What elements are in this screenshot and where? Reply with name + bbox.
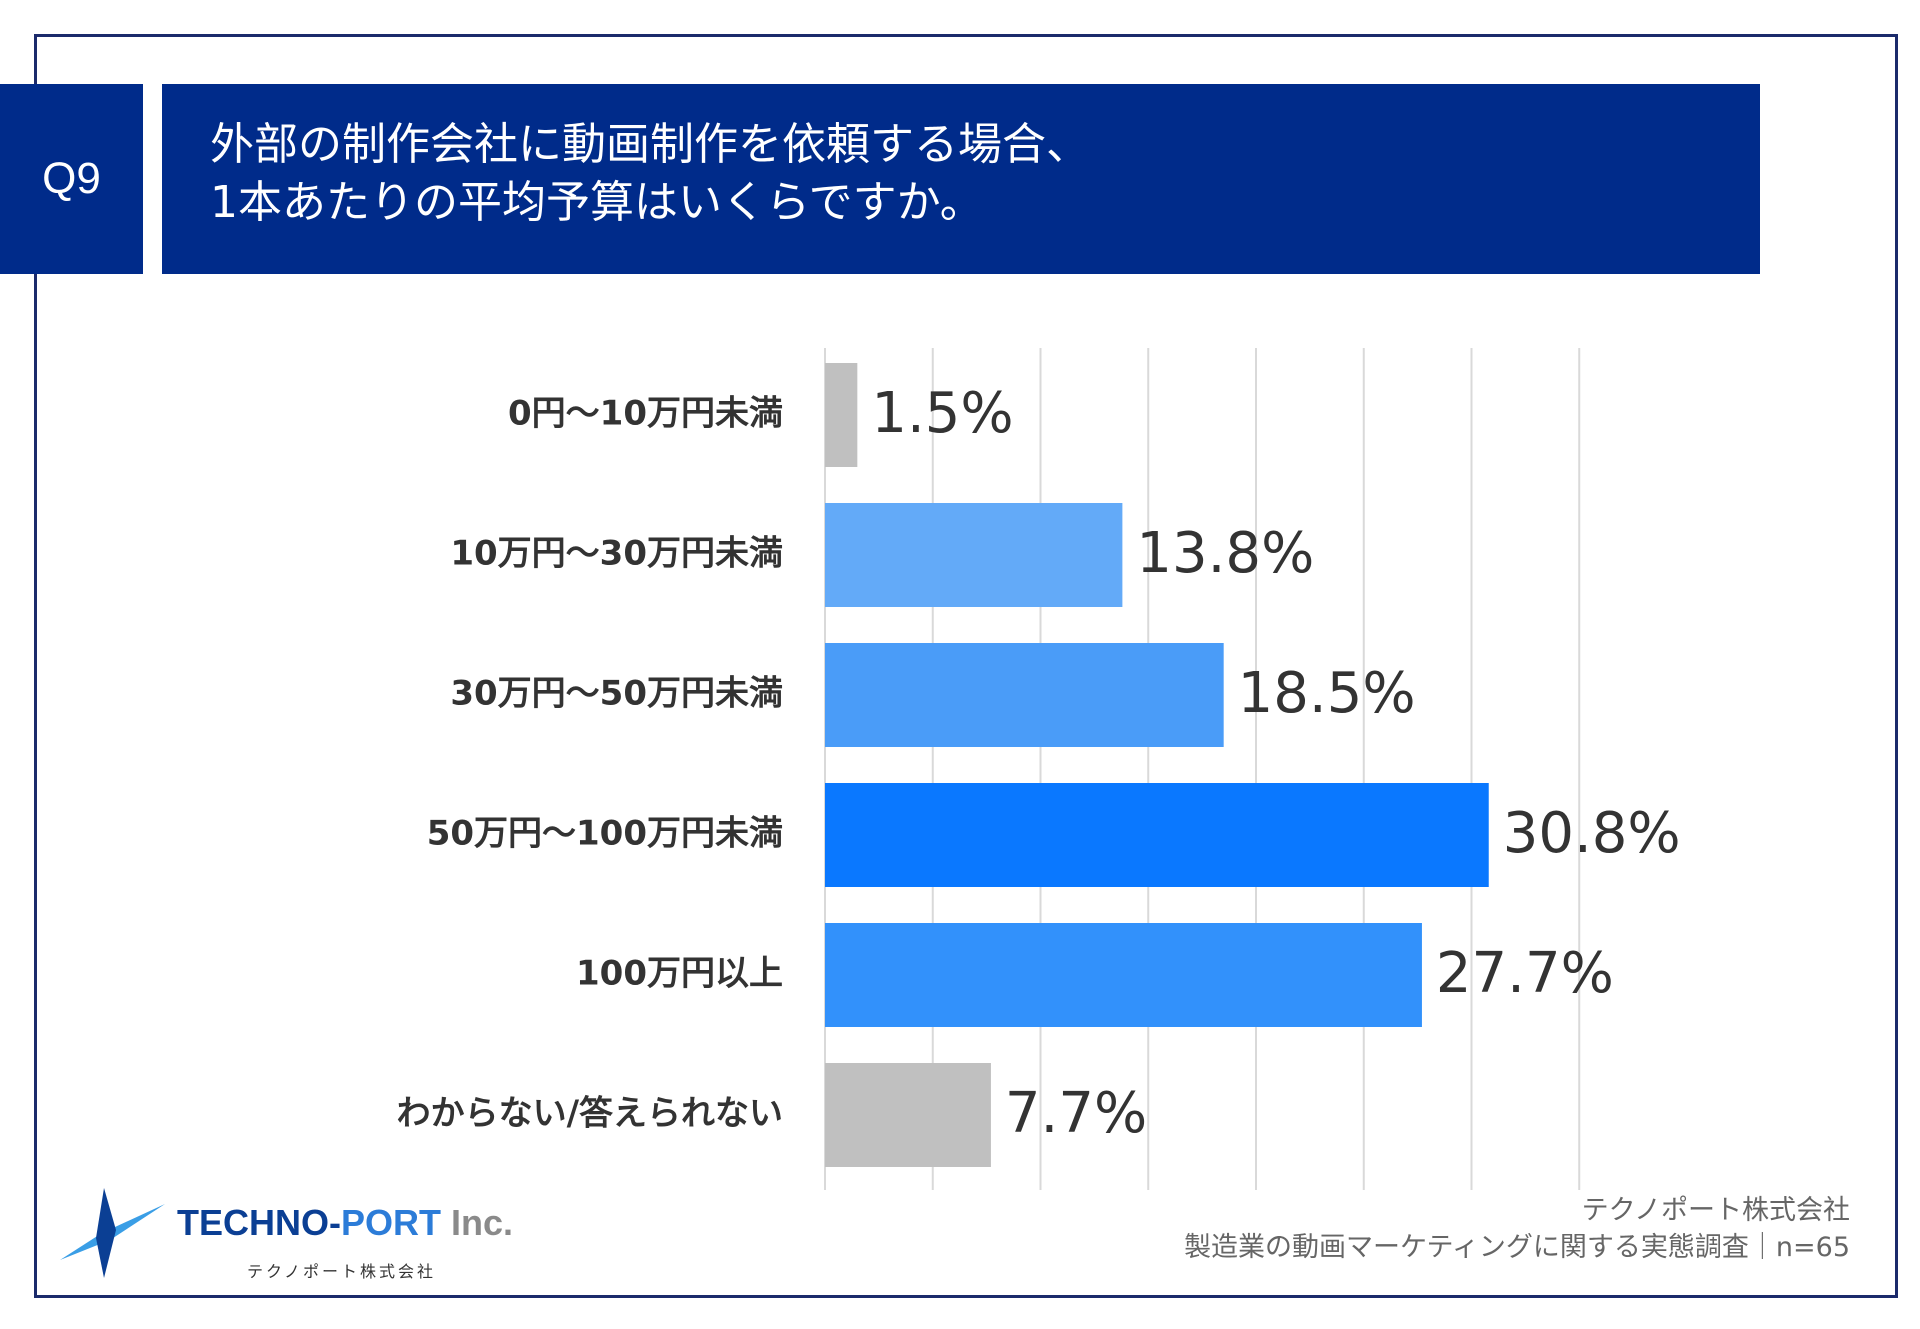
logo-subtitle: テクノポート株式会社	[247, 1262, 437, 1281]
footer-note: テクノポート株式会社 製造業の動画マーケティングに関する実態調査｜n=65	[1184, 1192, 1850, 1266]
logo-wordmark: TECHNO-PORT Inc.	[177, 1202, 513, 1244]
category-label-1: 10万円〜30万円未満	[450, 534, 783, 574]
bar-0	[825, 363, 858, 467]
category-label-2: 30万円〜50万円未満	[450, 674, 783, 714]
value-label-5: 7.7%	[1005, 1081, 1147, 1146]
category-labels: 0円〜10万円未満 10万円〜30万円未満 30万円〜50万円未満 50万円〜100万…	[397, 394, 783, 1134]
category-label-0: 0円〜10万円未満	[508, 394, 783, 434]
footer-company: テクノポート株式会社	[1581, 1195, 1850, 1226]
value-label-2: 18.5%	[1238, 661, 1416, 726]
value-label-4: 27.7%	[1436, 941, 1614, 1006]
question-title-box: 外部の制作会社に動画制作を依頼する場合、 1本あたりの平均予算はいくらですか。	[162, 84, 1760, 274]
bar-5	[825, 1063, 991, 1167]
bar-4	[825, 923, 1422, 1027]
question-title-line-2: 1本あたりの平均予算はいくらですか。	[210, 177, 984, 228]
value-label-1: 13.8%	[1136, 521, 1314, 586]
chart-frame	[34, 34, 1898, 1298]
logo-techno: TECHNO-	[177, 1202, 341, 1243]
company-logo: TECHNO-PORT Inc. テクノポート株式会社	[60, 1188, 540, 1281]
category-label-3: 50万円〜100万円未満	[427, 814, 783, 854]
bars	[825, 363, 1489, 1167]
bar-2	[825, 643, 1224, 747]
logo-port: PORT	[341, 1202, 442, 1243]
question-title-line-1: 外部の制作会社に動画制作を依頼する場合、	[210, 119, 1090, 170]
footer-survey: 製造業の動画マーケティングに関する実態調査｜n=65	[1184, 1232, 1850, 1263]
category-label-5: わからない/答えられない	[397, 1094, 783, 1134]
gridlines	[824, 348, 1581, 1190]
value-label-0: 1.5%	[871, 381, 1013, 446]
question-number: Q9	[42, 154, 101, 203]
value-labels: 1.5% 13.8% 18.5% 30.8% 27.7% 7.7%	[871, 381, 1680, 1146]
question-number-badge: Q9	[0, 84, 143, 274]
bar-3	[825, 783, 1489, 887]
bar-1	[825, 503, 1123, 607]
logo-inc: Inc.	[441, 1202, 514, 1243]
category-label-4: 100万円以上	[576, 954, 783, 994]
logo-star-icon	[60, 1188, 165, 1278]
value-label-3: 30.8%	[1503, 801, 1681, 866]
